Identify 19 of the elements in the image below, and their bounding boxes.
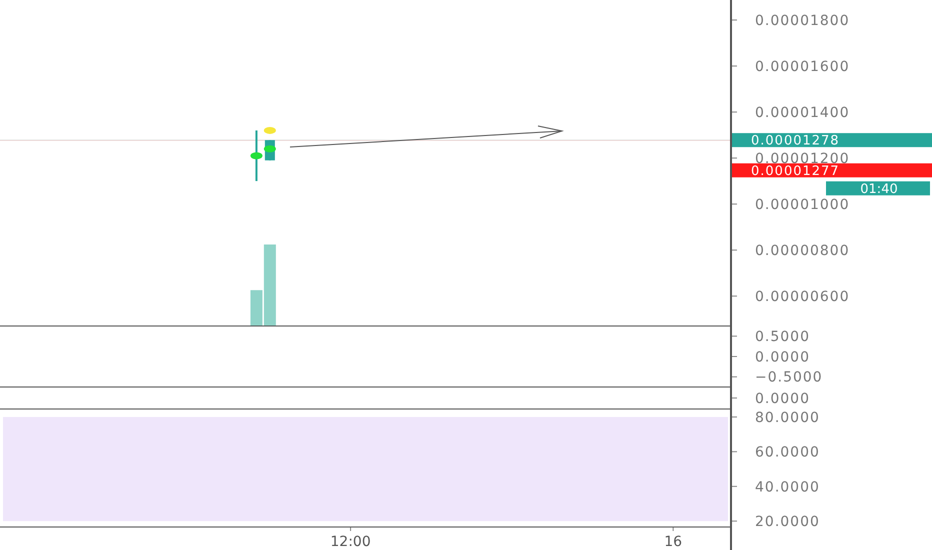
text: 0.0000 — [755, 390, 810, 407]
x-tick-label: 16 — [664, 534, 682, 550]
text: 01:40 — [860, 182, 898, 197]
ref-line-label: 0.00001277 — [751, 164, 840, 179]
y-tick-label: 60.0000 — [755, 444, 820, 461]
y-tick-label: 80.0000 — [755, 410, 820, 426]
y-tick-label: 20.0000 — [755, 514, 820, 530]
y-tick-label: 40.0000 — [755, 479, 820, 496]
y-tick-label: 0.00001800 — [755, 12, 850, 29]
text: 0.0000 — [755, 349, 810, 366]
text: 0.5000 — [755, 329, 810, 346]
y-tick-label: 0.00001400 — [755, 104, 850, 121]
y-tick-label: 0.00000800 — [755, 242, 850, 259]
y-tick-label: 0.00001000 — [755, 196, 850, 213]
y-tick-label: 0.00001600 — [755, 58, 850, 75]
y-tick-label: 0.00000600 — [755, 288, 850, 305]
x-tick-label: 12:00 — [330, 534, 371, 550]
ref-line-label: 0.00001278 — [751, 134, 840, 149]
text: −0.5000 — [755, 370, 823, 386]
